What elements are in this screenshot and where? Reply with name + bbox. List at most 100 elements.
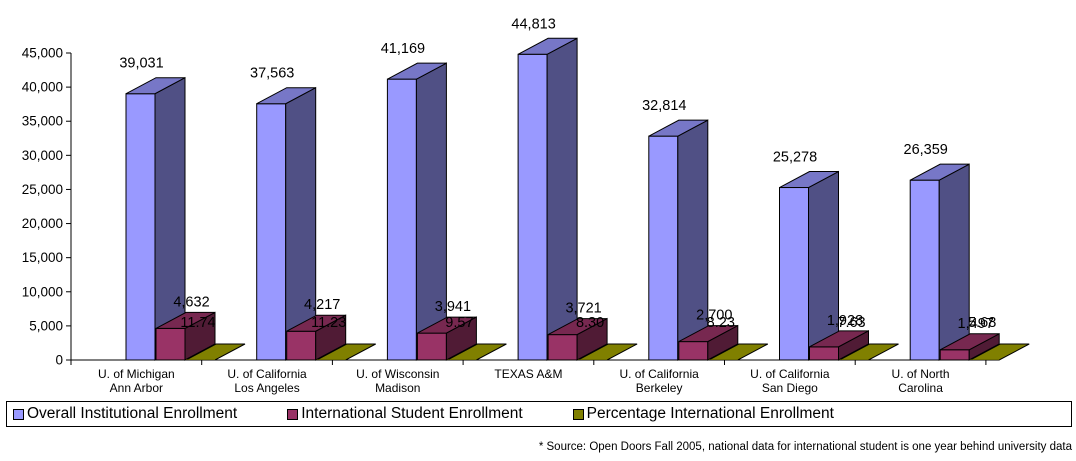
bar-overall bbox=[386, 62, 447, 361]
data-label-percentage: 5.68 bbox=[968, 315, 996, 331]
data-label-overall: 25,278 bbox=[773, 150, 817, 166]
source-note: * Source: Open Doors Fall 2005, national… bbox=[538, 441, 1072, 453]
bar-international bbox=[678, 324, 739, 361]
data-label-percentage: 11.74 bbox=[180, 315, 215, 331]
bar-overall-front bbox=[517, 53, 548, 361]
bar-overall bbox=[517, 37, 578, 361]
bar-overall-side bbox=[415, 62, 447, 361]
bar-international-top bbox=[939, 333, 1000, 351]
bar-overall-top bbox=[909, 163, 970, 181]
bar-overall-side bbox=[677, 119, 709, 361]
bar-overall-front bbox=[125, 93, 156, 361]
bar-international-front bbox=[678, 341, 709, 361]
bar-overall-front bbox=[779, 187, 809, 361]
legend-swatch-percentage bbox=[572, 408, 584, 420]
bar-international-top bbox=[678, 325, 739, 343]
bar-overall-top bbox=[256, 87, 316, 105]
legend-label-international: International Student Enrollment bbox=[301, 405, 523, 422]
bar-international-top bbox=[809, 330, 869, 348]
bar-international-front bbox=[416, 332, 447, 361]
bar-overall bbox=[648, 119, 709, 361]
legend-label-percentage: Percentage International Enrollment bbox=[586, 405, 834, 422]
bar-overall-top bbox=[387, 62, 447, 80]
bar-international-top bbox=[155, 311, 216, 329]
legend-swatch-overall bbox=[13, 408, 24, 420]
x-tick-label: San Diego bbox=[762, 381, 818, 395]
bar-international-top bbox=[547, 318, 608, 336]
data-label-overall: 39,031 bbox=[119, 56, 163, 72]
data-label-percentage: 8.23 bbox=[707, 315, 735, 331]
bar-international bbox=[416, 316, 477, 361]
bar-percentage-front bbox=[578, 359, 608, 360]
bar-overall bbox=[779, 170, 839, 361]
data-label-percentage: 11.23 bbox=[311, 315, 346, 331]
bar-international-front bbox=[286, 330, 317, 361]
bar-international bbox=[809, 330, 869, 361]
bar-percentage-front bbox=[186, 359, 215, 360]
data-label-international: 1,928 bbox=[827, 313, 863, 329]
bar-overall-top bbox=[648, 119, 709, 137]
bar-overall-top bbox=[517, 37, 578, 55]
bar-overall-front bbox=[909, 179, 940, 361]
bar-international bbox=[939, 332, 1000, 361]
data-label-international: 4,217 bbox=[304, 297, 340, 313]
bar-international-top bbox=[417, 316, 477, 334]
data-label-overall: 26,359 bbox=[904, 142, 948, 158]
bar-overall-top bbox=[779, 171, 839, 189]
data-label-international: 2,700 bbox=[696, 308, 732, 324]
data-label-international: 4,632 bbox=[173, 294, 209, 310]
bar-overall-top bbox=[125, 77, 186, 95]
bar-overall bbox=[256, 86, 317, 361]
x-tick-label: U. of California bbox=[619, 367, 699, 381]
chart-legend: Overall Institutional Enrollment Interna… bbox=[6, 401, 1072, 427]
x-tick-label: Ann Arbor bbox=[110, 381, 163, 395]
bar-international bbox=[155, 311, 216, 361]
x-tick-label: U. of North bbox=[892, 367, 950, 381]
data-label-overall: 41,169 bbox=[381, 41, 425, 57]
data-label-overall: 44,813 bbox=[511, 16, 555, 32]
x-tick-label: TEXAS A&M bbox=[494, 367, 562, 381]
x-tick-label: Berkeley bbox=[636, 381, 683, 395]
y-tick-label: 0 bbox=[55, 353, 63, 368]
bar-international-front bbox=[939, 349, 970, 361]
data-label-international: 3,941 bbox=[435, 299, 471, 315]
y-tick-label: 30,000 bbox=[22, 148, 63, 163]
data-label-international: 1,497 bbox=[958, 316, 994, 332]
y-tick-label: 25,000 bbox=[22, 182, 63, 197]
legend-item-overall: Overall Institutional Enrollment bbox=[13, 405, 237, 423]
y-tick-label: 35,000 bbox=[22, 114, 63, 129]
bar-international-front bbox=[809, 346, 839, 361]
bar-international-front bbox=[155, 327, 186, 361]
data-label-percentage: 9.57 bbox=[445, 315, 473, 331]
bar-overall bbox=[125, 76, 186, 361]
legend-label-overall: Overall Institutional Enrollment bbox=[27, 405, 238, 422]
data-label-percentage: 8.30 bbox=[576, 315, 604, 331]
y-tick-label: 40,000 bbox=[22, 80, 63, 95]
x-tick-label: U. of California bbox=[227, 367, 307, 381]
x-tick-label: U. of Michigan bbox=[98, 367, 175, 381]
bar-international bbox=[547, 317, 608, 361]
x-tick-label: U. of California bbox=[750, 367, 830, 381]
data-label-international: 3,721 bbox=[565, 301, 601, 317]
legend-item-percentage: Percentage International Enrollment bbox=[572, 405, 834, 423]
bar-percentage-front bbox=[316, 359, 346, 360]
bar-percentage-front bbox=[970, 359, 1000, 360]
bar-percentage-front bbox=[447, 359, 477, 360]
x-tick-label: Madison bbox=[375, 381, 420, 395]
legend-item-international: International Student Enrollment bbox=[287, 405, 523, 423]
data-label-percentage: 7.63 bbox=[837, 315, 865, 331]
bar-overall-front bbox=[256, 103, 287, 361]
bar-percentage-front bbox=[839, 359, 869, 360]
y-tick-label: 5,000 bbox=[29, 318, 63, 333]
bar-percentage-front bbox=[708, 359, 738, 360]
bar-overall-side bbox=[808, 170, 839, 361]
bar-overall-front bbox=[648, 135, 679, 361]
y-tick-label: 45,000 bbox=[22, 46, 63, 61]
bar-international-front bbox=[547, 334, 578, 361]
bar-international-top bbox=[286, 314, 346, 332]
bar-international bbox=[286, 314, 347, 361]
legend-swatch-international bbox=[287, 408, 299, 420]
x-tick-label: Carolina bbox=[898, 381, 943, 395]
bar-overall-front bbox=[386, 78, 417, 361]
